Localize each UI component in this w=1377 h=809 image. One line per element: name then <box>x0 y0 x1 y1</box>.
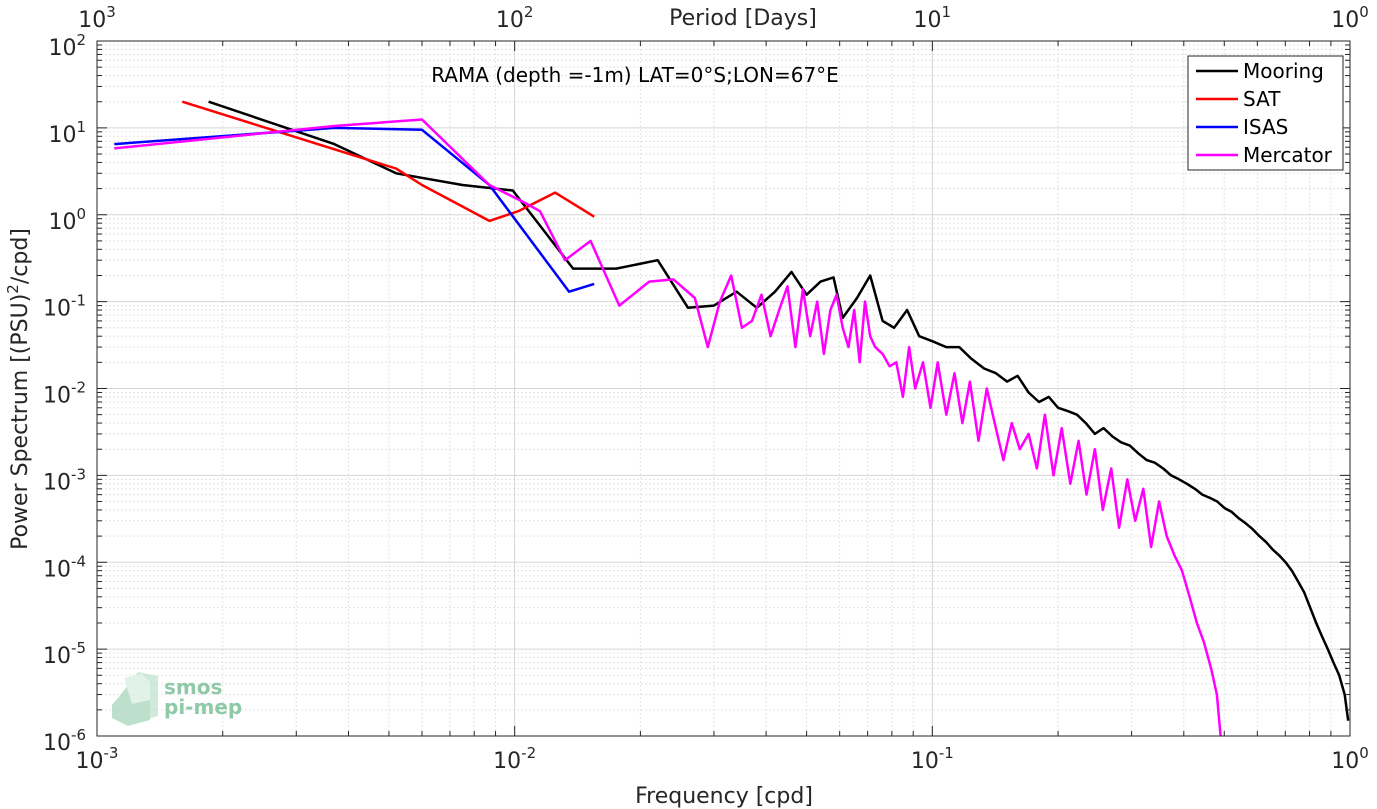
y-tick-label: 101 <box>48 118 86 148</box>
legend-label-mercator: Mercator <box>1243 143 1333 167</box>
x-tick-labels: 10-3 10-2 10-1 100 <box>76 744 1369 774</box>
y-tick-labels: 102 101 100 10-1 10-2 10-3 10-4 10-5 10-6 <box>43 31 86 756</box>
y-axis-label-exponent: 2 <box>4 284 22 294</box>
y-axis-label-main: Power Spectrum [(PSU) <box>8 294 33 550</box>
series-layer <box>114 100 1350 737</box>
x2-tick-label: 103 <box>78 3 116 33</box>
chart-title: RAMA (depth =-1m) LAT=0°S;LON=67°E <box>431 63 839 87</box>
logo-text-smos: smos <box>164 675 222 699</box>
y-axis-label: Power Spectrum [(PSU)2/cpd] <box>4 228 33 550</box>
minor-grid <box>97 41 1350 736</box>
legend-label-mooring: Mooring <box>1243 59 1324 83</box>
legend-label-sat: SAT <box>1243 87 1281 111</box>
smos-pimep-logo: smos pi-mep <box>112 672 242 726</box>
legend-box <box>1187 55 1344 171</box>
x-tick-label: 10-1 <box>911 744 954 774</box>
y-tick-label: 100 <box>48 205 86 235</box>
tick-marks <box>96 40 1351 737</box>
y-tick-label: 10-4 <box>43 552 86 582</box>
x2-tick-label: 101 <box>914 3 952 33</box>
legend: Mooring SAT ISAS Mercator <box>1187 55 1344 171</box>
series-line-sat <box>181 100 595 223</box>
series-line-mercator <box>114 118 1222 737</box>
x-tick-label: 100 <box>1331 744 1369 774</box>
x2-tick-label: 102 <box>496 3 534 33</box>
x2-tick-labels: 103 102 101 100 <box>78 3 1369 33</box>
x-tick-label: 10-3 <box>76 744 119 774</box>
y-tick-label: 10-5 <box>43 639 86 669</box>
logo-text-pimep: pi-mep <box>164 695 242 719</box>
y-tick-label: 10-3 <box>43 465 86 495</box>
x2-tick-label: 100 <box>1331 3 1369 33</box>
x-tick-label: 10-2 <box>493 744 536 774</box>
y-axis-label-tail: /cpd] <box>8 228 33 284</box>
y-tick-label: 10-2 <box>43 379 86 409</box>
y-tick-label: 10-1 <box>43 292 86 322</box>
logo-mark-icon <box>112 672 158 726</box>
y-tick-label: 102 <box>48 31 86 61</box>
series-line-mooring <box>208 100 1350 721</box>
x-axis-label: Frequency [cpd] <box>635 784 813 809</box>
legend-label-isas: ISAS <box>1243 115 1288 139</box>
y-tick-label: 10-6 <box>43 726 86 756</box>
x2-axis-label: Period [Days] <box>669 6 817 31</box>
